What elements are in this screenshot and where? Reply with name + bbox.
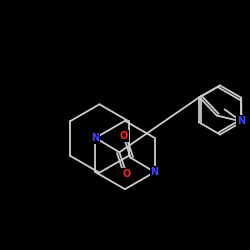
Text: N: N (91, 133, 100, 143)
Text: N: N (237, 116, 246, 126)
Text: O: O (122, 169, 131, 179)
Text: N: N (150, 167, 159, 177)
Text: O: O (119, 131, 128, 141)
